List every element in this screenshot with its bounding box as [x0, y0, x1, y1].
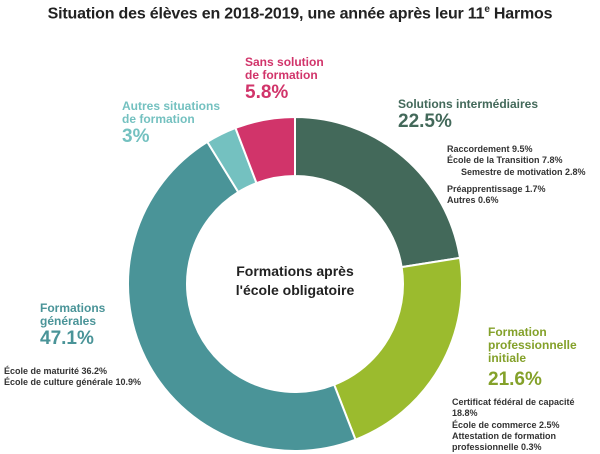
- slice-value: 5.8%: [245, 82, 289, 104]
- breakdown-item: École de commerce 2.5%: [452, 419, 560, 430]
- donut-center-label: Formations après l'école obligatoire: [200, 262, 390, 300]
- breakdown-item: École de la Transition 7.8%: [447, 155, 563, 166]
- breakdown-item: Raccordement 9.5%: [447, 144, 533, 154]
- center-label-line-1: Formations après: [236, 263, 354, 279]
- slice-label-formations-generales: Formations générales 47.1%: [40, 301, 106, 350]
- slice-name: Autres situations: [122, 99, 221, 113]
- breakdown-formation-professionnelle: Certificat fédéral de capacité 18.8% Éco…: [452, 397, 600, 453]
- breakdown-item: École de culture générale 10.9%: [4, 377, 142, 388]
- breakdown-formations-generales: École de maturité 36.2% École de culture…: [4, 366, 141, 389]
- breakdown-item: Certificat fédéral de capacité 18.8%: [452, 397, 575, 419]
- center-label-line-2: l'école obligatoire: [235, 281, 355, 298]
- chart-title: Situation des élèves en 2018-2019, une a…: [47, 4, 553, 23]
- breakdown-solutions-intermediaires: Raccordement 9.5% École de la Transition…: [447, 144, 586, 206]
- slice-label-solutions-intermediaires: Solutions intermédiaires 22.5%: [398, 97, 539, 133]
- slice-name: professionnelle: [488, 338, 577, 353]
- slice-name: de formation: [122, 112, 195, 127]
- donut-slice-0: [294, 115, 462, 269]
- breakdown-item: Semestre de motivation 2.8%: [461, 166, 586, 177]
- slice-name: générales: [40, 314, 97, 329]
- breakdown-item: Préapprentissage 1.7%: [447, 183, 546, 194]
- slice-label-sans-solution: Sans solution de formation 5.8%: [245, 55, 324, 104]
- slice-name: Formations: [40, 301, 106, 315]
- slice-name: Formation: [488, 325, 547, 339]
- slice-label-autres-situations: Autres situations de formation 3%: [122, 99, 221, 148]
- slice-value: 21.6%: [488, 368, 542, 390]
- slice-label-formation-professionnelle: Formation professionnelle initiale 21.6%: [488, 325, 577, 390]
- slice-value: 3%: [122, 126, 150, 148]
- donut-slice-1: [332, 256, 463, 441]
- breakdown-item: Attestation de formation: [452, 430, 557, 441]
- breakdown-item: École de maturité 36.2%: [4, 366, 108, 376]
- slice-name: initiale: [488, 351, 527, 366]
- donut-slice-2: [127, 140, 357, 452]
- breakdown-item: Autres 0.6%: [447, 195, 499, 205]
- slice-value: 47.1%: [40, 328, 94, 350]
- slice-value: 22.5%: [398, 111, 452, 133]
- breakdown-item: professionnelle 0.3%: [452, 442, 542, 452]
- donut-slice-4: [234, 115, 296, 185]
- slice-name: Sans solution: [245, 55, 324, 69]
- slice-name: de formation: [245, 68, 318, 83]
- slice-name: Solutions intermédiaires: [398, 97, 539, 111]
